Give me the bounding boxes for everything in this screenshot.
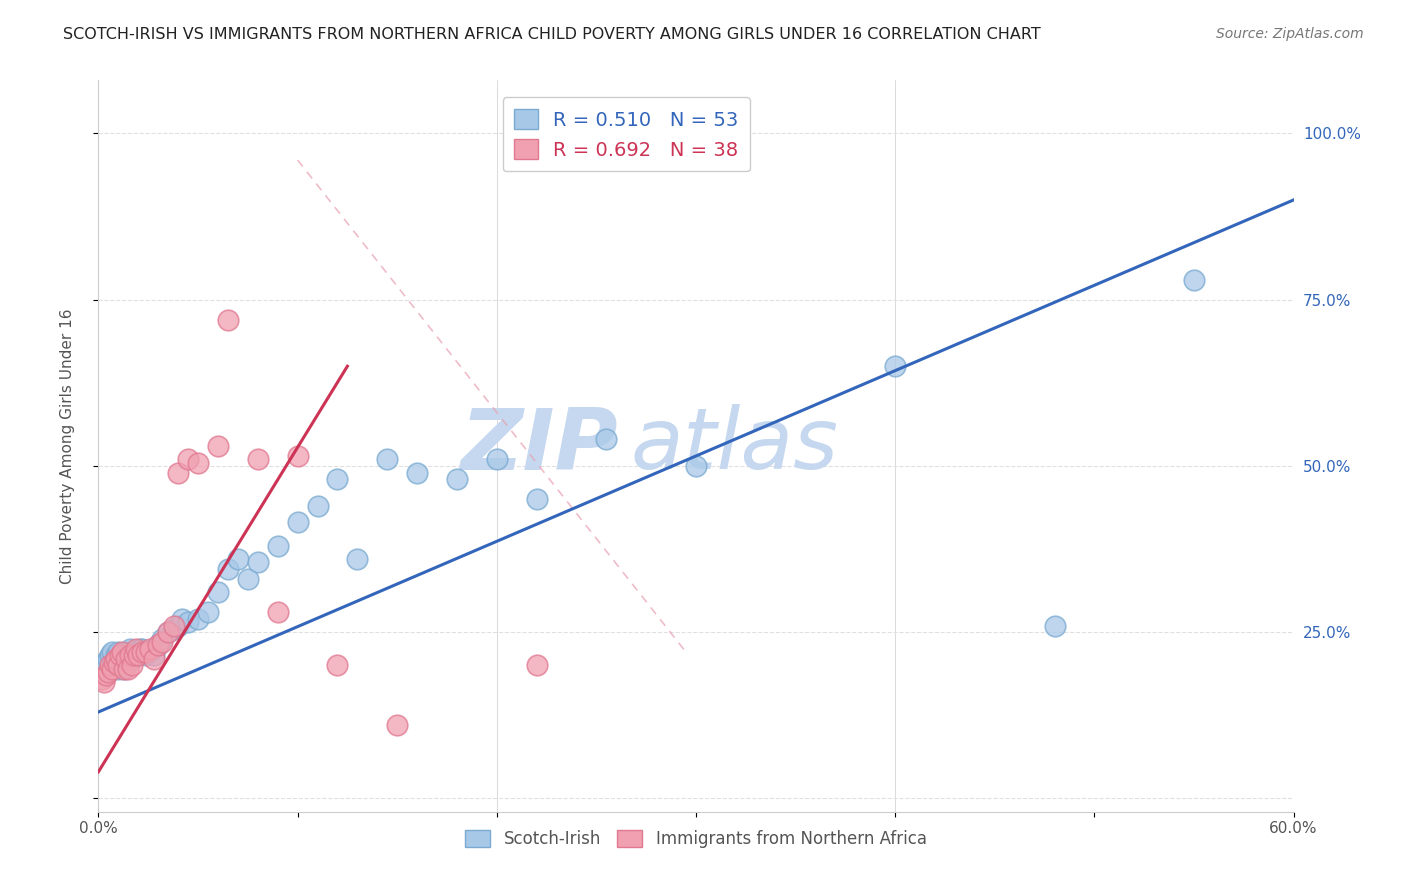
Point [326,658,349,673]
Text: atlas: atlas [630,404,838,488]
Point [135,648,157,663]
Point [150,632,173,646]
Point [375,452,398,467]
Point [1182,273,1205,287]
Point [217,312,239,326]
Point [187,456,209,470]
Point [177,615,200,630]
Point [172,612,194,626]
Point [326,472,349,486]
Point [107,662,129,676]
Point [124,648,146,663]
Point [125,645,148,659]
Point [163,618,186,632]
Point [124,648,146,663]
Text: SCOTCH-IRISH VS IMMIGRANTS FROM NORTHERN AFRICA CHILD POVERTY AMONG GIRLS UNDER : SCOTCH-IRISH VS IMMIGRANTS FROM NORTHERN… [63,27,1040,42]
Point [287,449,309,463]
Point [97,652,120,666]
Legend: Scotch-Irish, Immigrants from Northern Africa: Scotch-Irish, Immigrants from Northern A… [458,823,934,855]
Point [287,516,309,530]
Point [120,648,142,663]
Point [157,625,180,640]
Point [127,648,149,663]
Point [112,662,135,676]
Point [131,645,153,659]
Point [93,658,115,673]
Point [135,645,157,659]
Point [595,433,617,447]
Point [111,652,134,666]
Point [685,458,707,473]
Point [107,645,129,659]
Point [143,652,166,666]
Point [110,648,132,663]
Point [115,652,138,666]
Point [226,552,249,566]
Point [197,605,219,619]
Point [884,359,907,374]
Point [117,645,139,659]
Point [307,499,329,513]
Point [236,572,259,586]
Point [96,655,118,669]
Point [131,641,153,656]
Point [96,668,118,682]
Y-axis label: Child Poverty Among Girls Under 16: Child Poverty Among Girls Under 16 [60,309,75,583]
Point [1043,618,1066,632]
Point [143,648,166,663]
Point [111,645,134,659]
Point [121,658,143,673]
Point [163,622,186,636]
Point [217,562,239,576]
Point [103,655,125,669]
Point [112,662,135,676]
Point [526,492,548,507]
Point [346,552,368,566]
Point [385,718,409,732]
Point [107,658,129,673]
Point [207,439,229,453]
Point [148,639,170,653]
Point [267,539,290,553]
Point [125,641,148,656]
Point [129,641,152,656]
Point [267,605,290,619]
Point [105,648,128,663]
Point [103,658,125,673]
Point [177,452,200,467]
Point [148,639,170,653]
Point [101,662,124,676]
Point [526,658,548,673]
Point [98,648,122,663]
Point [139,645,162,659]
Point [127,648,149,663]
Point [120,641,142,656]
Point [117,662,139,676]
Point [93,675,115,690]
Point [150,635,173,649]
Point [139,641,162,656]
Point [121,652,143,666]
Point [446,472,468,486]
Point [97,665,120,679]
Text: ZIP: ZIP [461,404,619,488]
Point [115,648,138,663]
Point [101,645,124,659]
Point [485,452,508,467]
Point [157,625,180,640]
Point [167,618,190,632]
Point [98,658,122,673]
Point [105,652,128,666]
Point [246,452,269,467]
Point [187,612,209,626]
Point [91,672,114,686]
Text: Source: ZipAtlas.com: Source: ZipAtlas.com [1216,27,1364,41]
Point [207,585,229,599]
Point [91,662,114,676]
Point [406,466,429,480]
Point [246,555,269,569]
Point [167,466,190,480]
